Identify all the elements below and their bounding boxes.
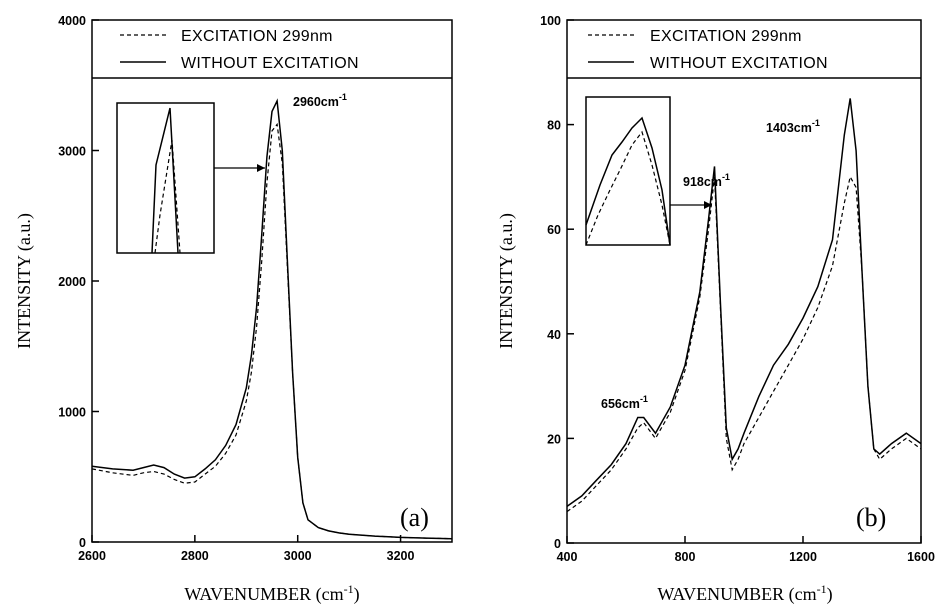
x-axis-label-b: WAVENUMBER (cm-1) xyxy=(657,582,832,605)
y-axis-label-b: INTENSITY (a.u.) xyxy=(496,213,517,349)
legend-label-excitation-a: EXCITATION 299nm xyxy=(181,28,333,45)
series-line-excitation-b xyxy=(566,175,922,513)
plot-frame-b xyxy=(566,19,922,544)
panel-label-a: (a) xyxy=(400,503,429,532)
series-group-a xyxy=(91,98,453,540)
peak-annotation-918: 918cm-1 xyxy=(683,172,730,189)
legend-label-without-b: WITHOUT EXCITATION xyxy=(650,55,828,72)
y-tick-label-a: 0 xyxy=(79,536,86,550)
x-tick-label-a: 2800 xyxy=(181,549,209,563)
arrowhead-a xyxy=(257,164,265,172)
panel-a: EXCITATION 299nm WITHOUT EXCITATION 2600… xyxy=(14,14,453,605)
peak-annotation-656: 656cm-1 xyxy=(601,394,648,411)
y-tick-label-b: 0 xyxy=(554,537,561,551)
y-tick-label-b: 40 xyxy=(547,328,561,342)
arrowhead-b xyxy=(704,201,712,209)
peak-annotation-1403: 1403cm-1 xyxy=(766,118,820,135)
y-tick-label-b: 80 xyxy=(547,119,561,133)
legend-label-excitation-b: EXCITATION 299nm xyxy=(650,28,802,45)
y-tick-label-a: 3000 xyxy=(58,145,86,159)
x-axis-label-a: WAVENUMBER (cm-1) xyxy=(184,582,359,605)
inset-curve-without-a xyxy=(151,107,179,254)
x-tick-label-b: 400 xyxy=(557,550,578,564)
axis-ticks-b: 400 800 1200 1600 0 20 40 60 80 100 xyxy=(540,14,935,564)
y-tick-label-a: 2000 xyxy=(58,275,86,289)
x-tick-label-a: 3200 xyxy=(387,549,415,563)
legend-a: EXCITATION 299nm WITHOUT EXCITATION xyxy=(120,28,359,72)
series-group-b xyxy=(566,98,922,513)
x-tick-label-a: 2600 xyxy=(78,549,106,563)
y-tick-label-b: 60 xyxy=(547,223,561,237)
y-tick-label-b: 100 xyxy=(540,14,561,28)
legend-b: EXCITATION 299nm WITHOUT EXCITATION xyxy=(588,28,828,72)
inset-curve-without-b xyxy=(585,116,671,246)
x-tick-label-b: 1600 xyxy=(907,550,935,564)
x-tick-label-b: 1200 xyxy=(789,550,817,564)
x-tick-label-a: 3000 xyxy=(284,549,312,563)
axis-ticks-a: 2600 2800 3000 3200 0 1000 2000 3000 4000 xyxy=(58,14,414,563)
legend-label-without-a: WITHOUT EXCITATION xyxy=(181,55,359,72)
x-tick-label-b: 800 xyxy=(675,550,696,564)
panel-label-b: (b) xyxy=(856,503,886,532)
series-line-without-b xyxy=(566,98,922,508)
inset-curve-excitation-a xyxy=(154,139,181,254)
peak-annotation-2960: 2960cm-1 xyxy=(293,92,347,109)
y-tick-label-a: 1000 xyxy=(58,406,86,420)
series-line-without-a xyxy=(91,98,453,540)
inset-frame-b xyxy=(585,96,671,246)
inset-b xyxy=(585,96,712,246)
y-tick-label-a: 4000 xyxy=(58,14,86,28)
y-axis-label-a: INTENSITY (a.u.) xyxy=(14,213,35,349)
inset-a xyxy=(116,102,265,254)
panel-b: EXCITATION 299nm WITHOUT EXCITATION 400 8… xyxy=(496,14,935,605)
plot-frame-a xyxy=(91,19,453,543)
y-tick-label-b: 20 xyxy=(547,432,561,446)
